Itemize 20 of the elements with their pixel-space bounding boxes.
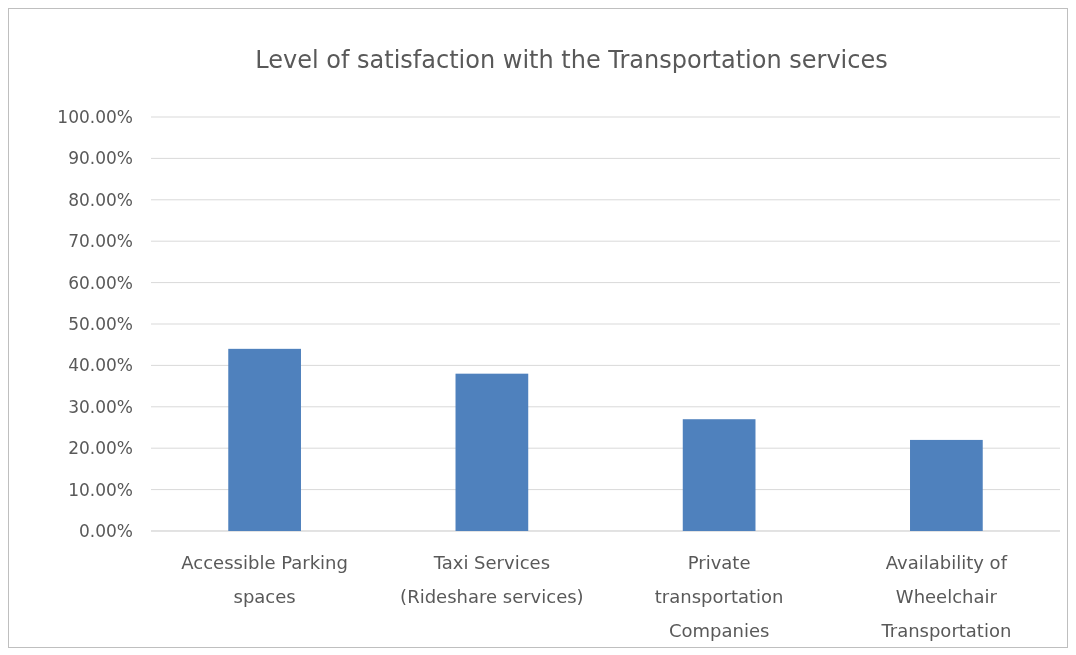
y-tick-label: 30.00%	[68, 396, 133, 417]
y-tick-label: 10.00%	[68, 479, 133, 500]
bar	[682, 419, 756, 531]
x-tick-label: Private transportation Companies	[654, 552, 784, 641]
bar	[910, 439, 983, 531]
bar	[455, 373, 529, 531]
bar	[228, 348, 301, 531]
x-tick-label: Accessible Parking spaces	[181, 552, 348, 607]
y-tick-label: 60.00%	[68, 272, 133, 293]
y-tick-label: 40.00%	[68, 355, 133, 376]
y-tick-label: 90.00%	[68, 148, 133, 169]
y-tick-label: 80.00%	[68, 189, 133, 210]
y-tick-label: 100.00%	[57, 106, 133, 127]
y-tick-label: 70.00%	[68, 231, 133, 252]
x-tick-label: Taxi Services (Rideshare services)	[400, 552, 584, 607]
x-tick-label: Availability of Wheelchair Transportation	[880, 552, 1012, 641]
chart-title: Level of satisfaction with the Transportation services	[255, 46, 888, 74]
y-tick-label: 20.00%	[68, 438, 133, 459]
y-tick-label: 50.00%	[68, 313, 133, 334]
y-tick-label: 0.00%	[78, 520, 133, 541]
